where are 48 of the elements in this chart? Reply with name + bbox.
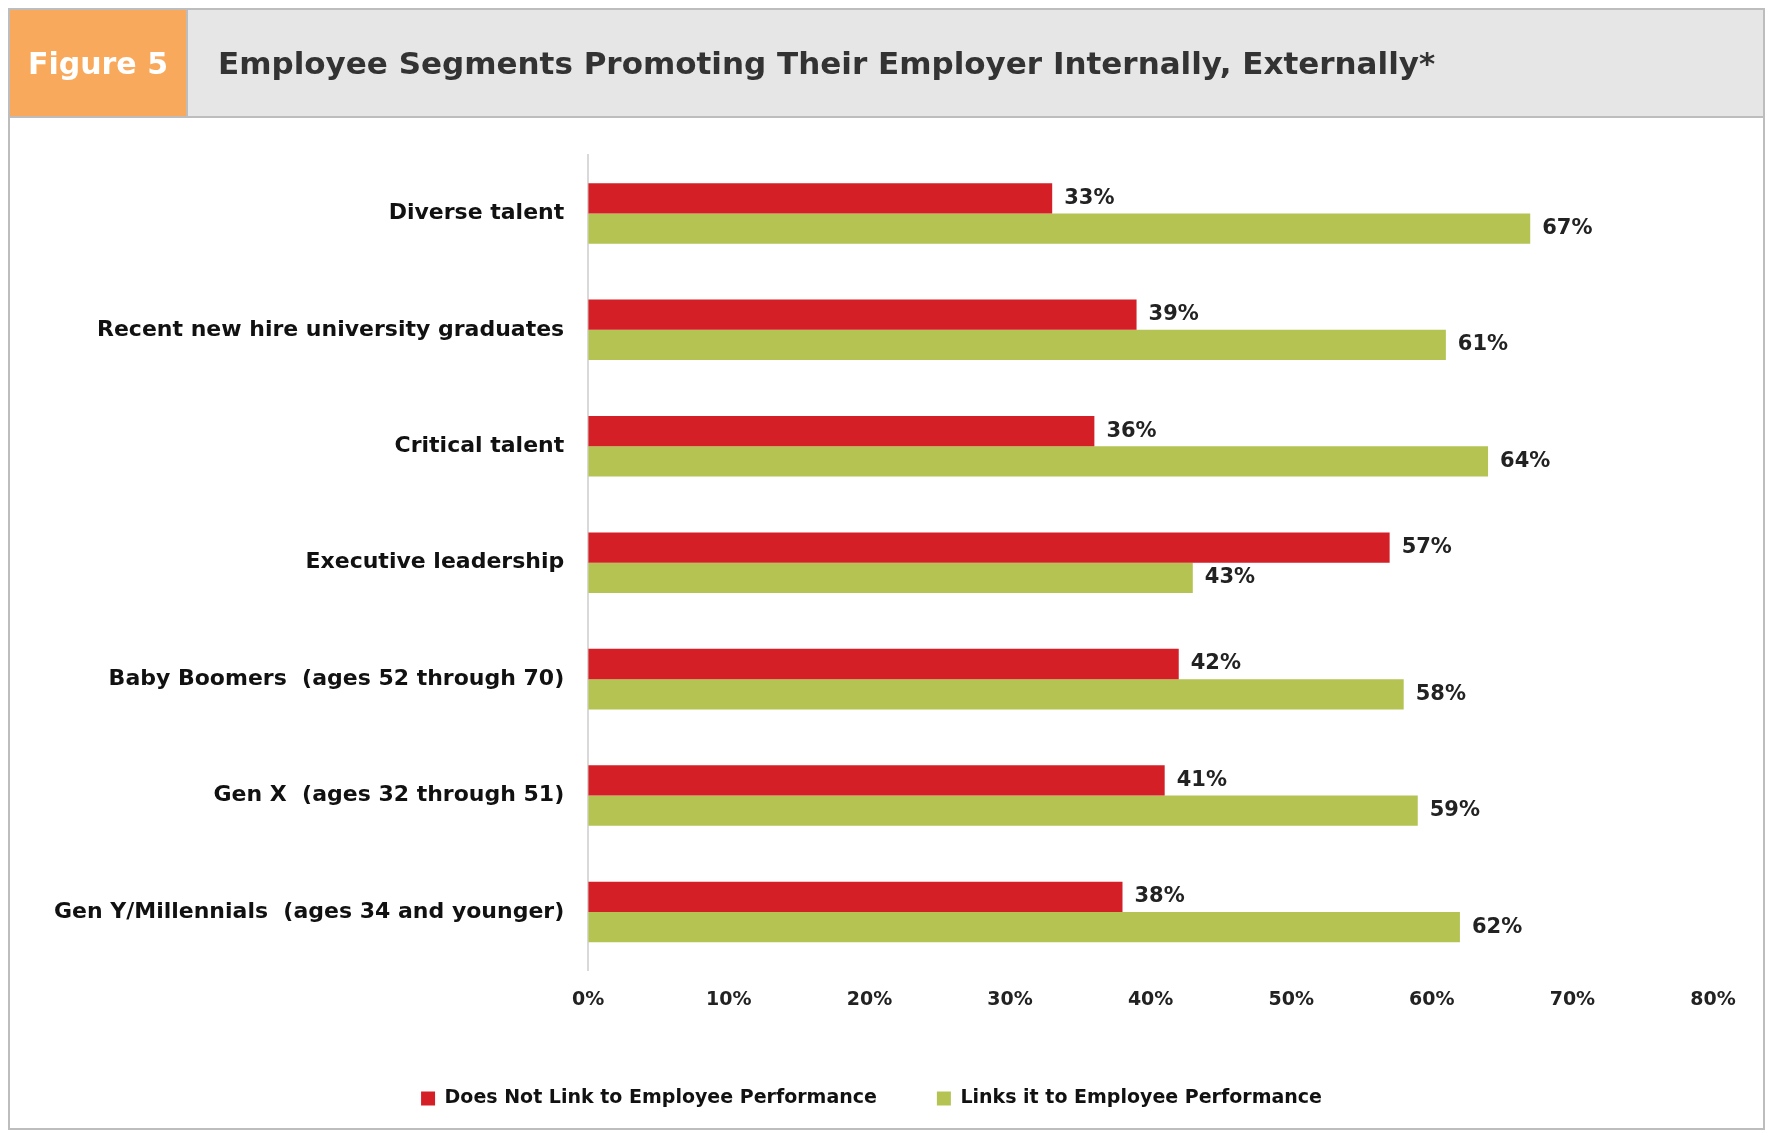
- bar: [588, 299, 1137, 330]
- bar: [588, 911, 1460, 943]
- data-label: 61%: [1457, 331, 1509, 356]
- legend-label: Does Not Link to Employee Performance: [444, 1085, 877, 1108]
- data-label: 36%: [1106, 417, 1157, 442]
- x-tick-label: 30%: [987, 986, 1033, 1009]
- x-tick-label: 60%: [1409, 986, 1455, 1009]
- bar: [588, 532, 1390, 563]
- bar: [588, 679, 1404, 710]
- y-tick-label: Critical talent: [394, 431, 565, 457]
- data-label: 38%: [1134, 883, 1185, 908]
- data-label: 41%: [1176, 766, 1227, 791]
- x-tick-label: 20%: [846, 986, 893, 1009]
- legend-label: Links it to Employee Performance: [960, 1085, 1322, 1108]
- data-label: 67%: [1542, 215, 1593, 239]
- x-tick-label: 0%: [572, 986, 605, 1009]
- bar: [588, 881, 1123, 912]
- data-label: 59%: [1429, 797, 1481, 822]
- y-tick-label: Diverse talent: [388, 199, 565, 225]
- data-label: 57%: [1401, 534, 1452, 559]
- y-tick-label: Executive leadership: [305, 548, 565, 574]
- data-label: 42%: [1190, 650, 1241, 675]
- y-tick-label: Gen Y/Millennials (ages 34 and younger): [54, 897, 565, 923]
- x-tick-label: 50%: [1268, 986, 1314, 1009]
- bar: [588, 648, 1179, 680]
- bar: [588, 213, 1531, 244]
- bar: [588, 416, 1095, 447]
- x-tick-label: 80%: [1690, 986, 1736, 1009]
- bar: [588, 446, 1489, 477]
- bar: [588, 795, 1418, 826]
- x-tick-label: 40%: [1127, 986, 1174, 1009]
- bar: [588, 562, 1193, 593]
- data-label: 39%: [1148, 301, 1199, 326]
- data-label: 62%: [1471, 913, 1523, 938]
- y-tick-label: Baby Boomers (ages 52 through 70): [108, 664, 565, 690]
- chart-title: Employee Segments Promoting Their Employer Internally, Externally*: [186, 10, 1763, 116]
- data-label: 58%: [1415, 680, 1466, 705]
- bar: [588, 329, 1446, 361]
- x-tick-label: 70%: [1549, 986, 1596, 1009]
- data-label: 33%: [1064, 184, 1115, 209]
- x-tick-label: 10%: [706, 986, 752, 1009]
- caption: Figure 5: [10, 10, 186, 116]
- bar: [588, 183, 1053, 214]
- data-label: 43%: [1204, 564, 1256, 589]
- y-tick-label: Recent new hire university graduates: [97, 315, 565, 341]
- data-label: 64%: [1500, 447, 1551, 472]
- bar: [588, 765, 1165, 796]
- y-tick-label: Gen X (ages 32 through 51): [213, 781, 565, 807]
